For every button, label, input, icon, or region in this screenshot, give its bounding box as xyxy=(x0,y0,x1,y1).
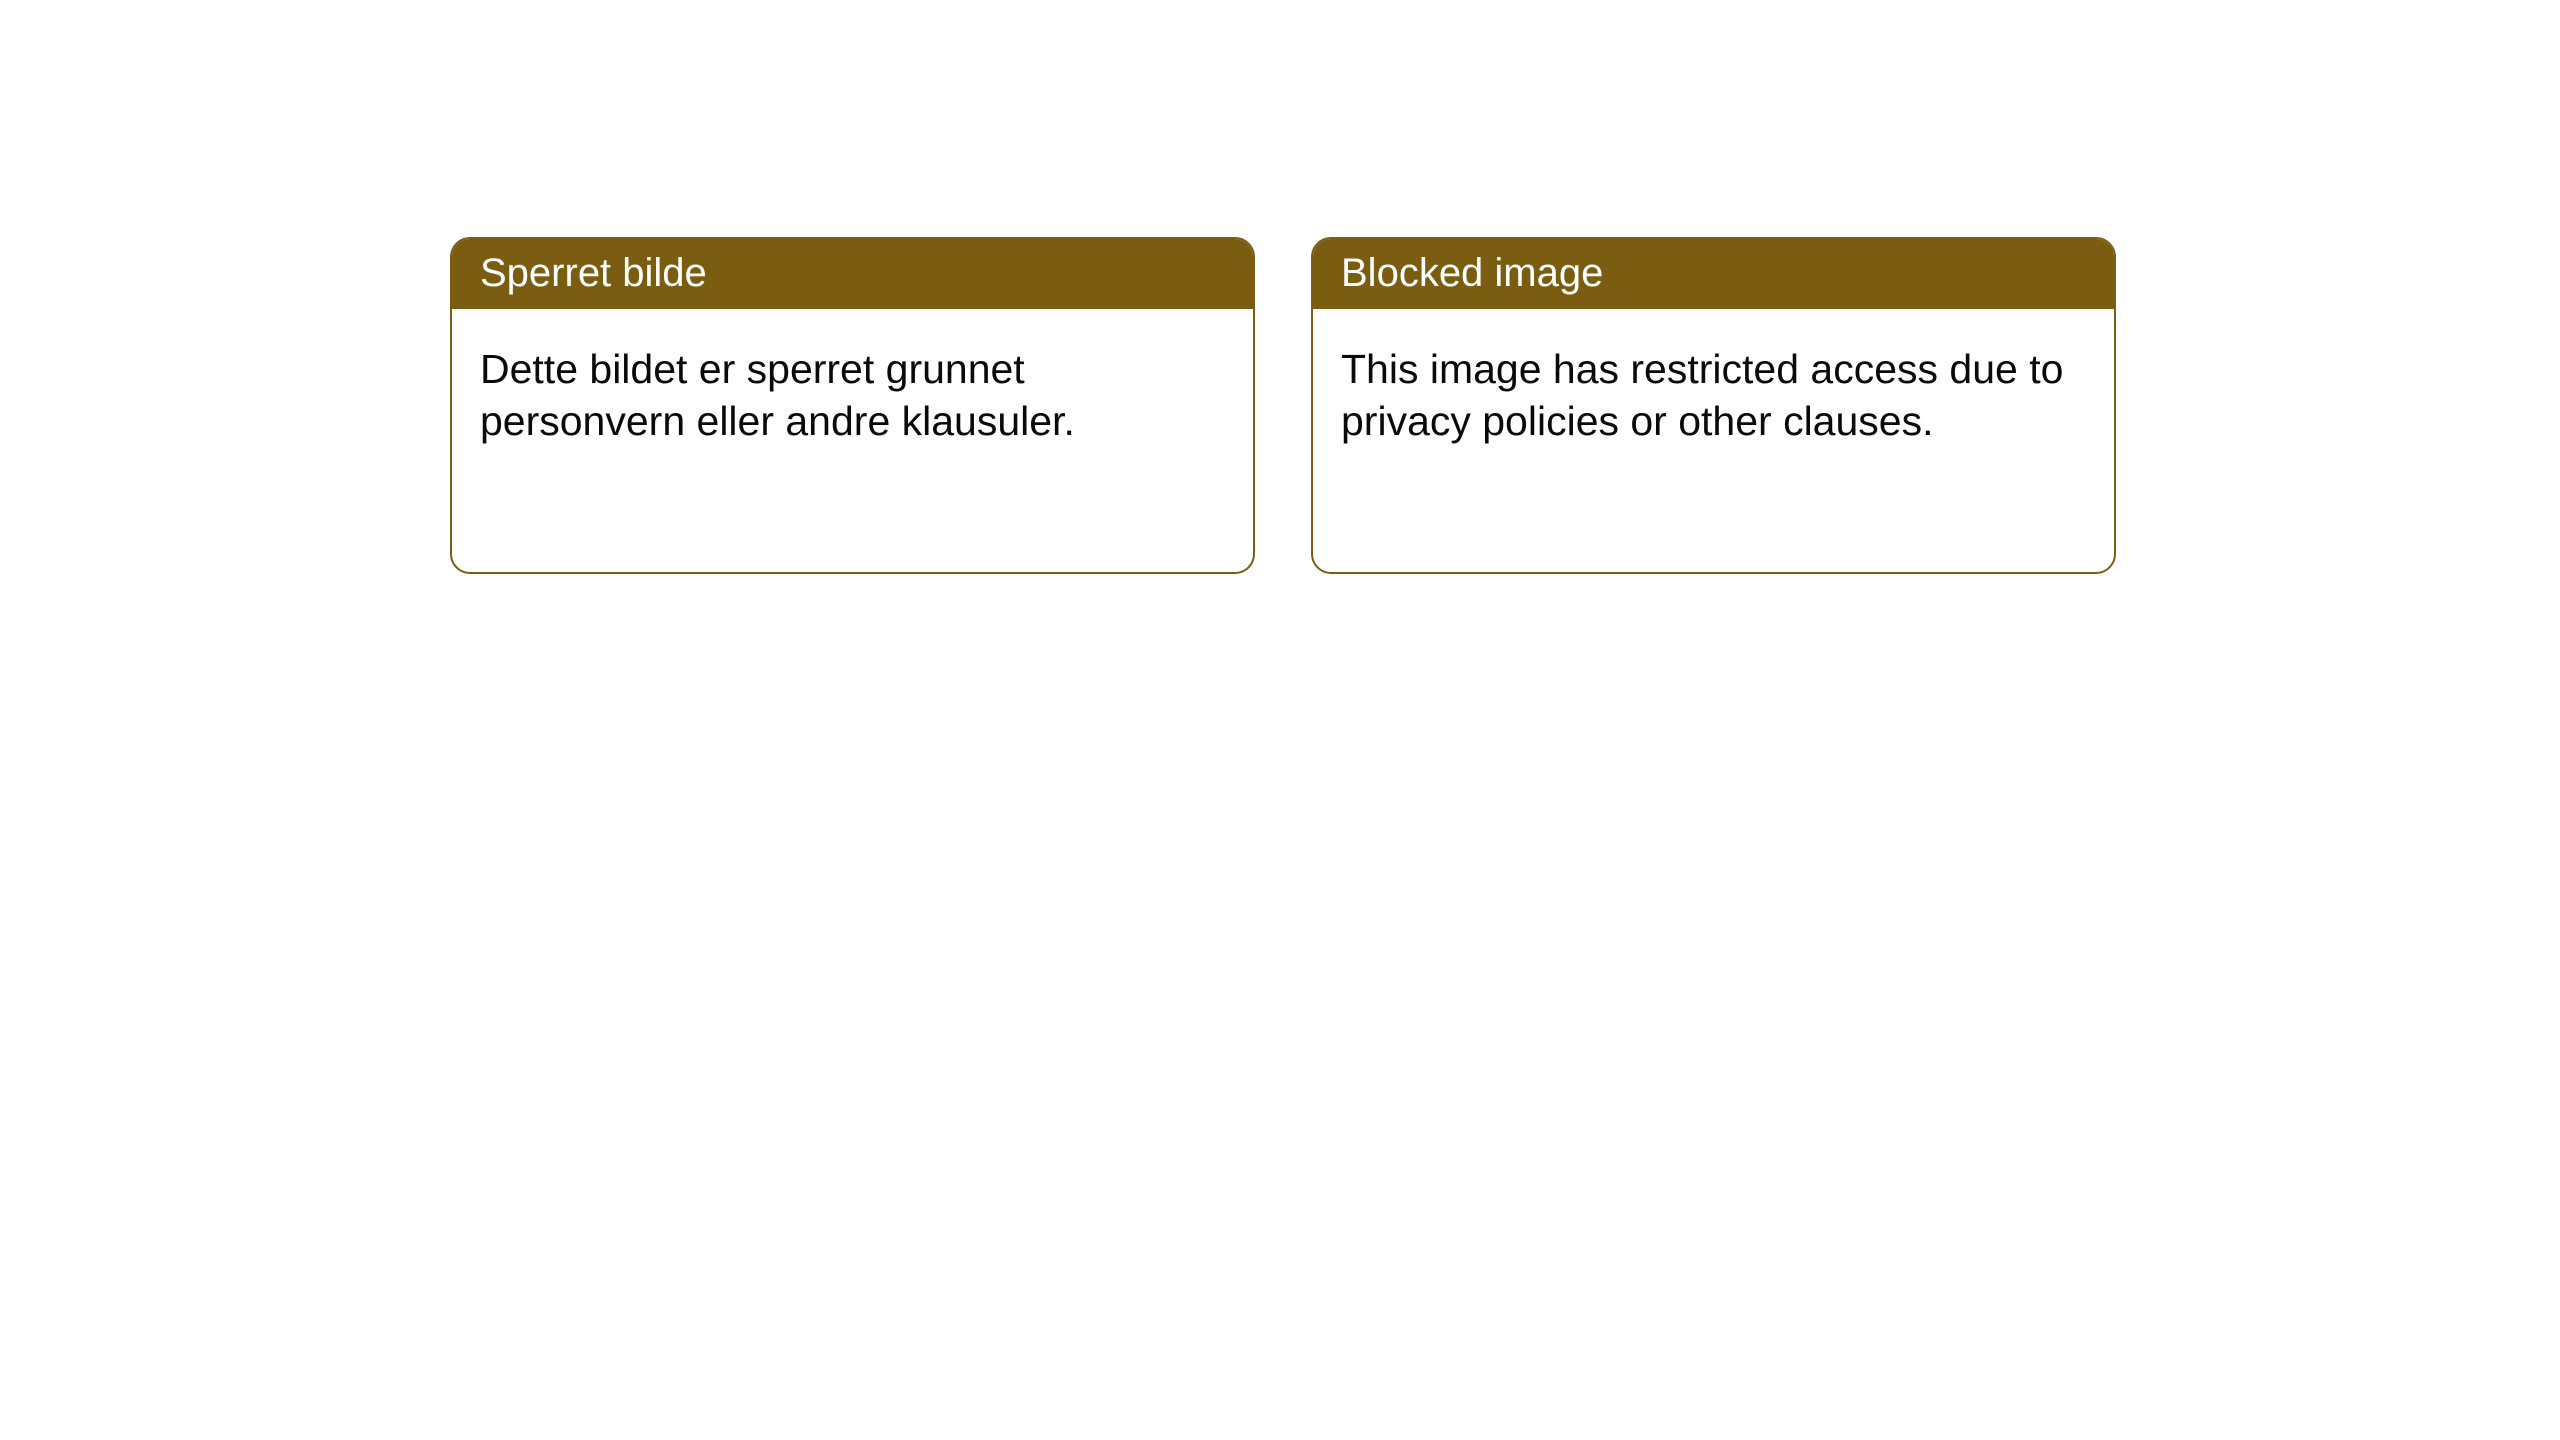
notice-title: Sperret bilde xyxy=(480,251,707,295)
notice-card-body: Dette bildet er sperret grunnet personve… xyxy=(452,309,1253,481)
notice-card-body: This image has restricted access due to … xyxy=(1313,309,2114,481)
notice-title: Blocked image xyxy=(1341,251,1603,295)
notice-body-text: This image has restricted access due to … xyxy=(1341,346,2063,444)
notice-body-text: Dette bildet er sperret grunnet personve… xyxy=(480,346,1075,444)
notice-card-header: Blocked image xyxy=(1313,239,2114,309)
notice-card-norwegian: Sperret bilde Dette bildet er sperret gr… xyxy=(450,237,1255,574)
notice-card-header: Sperret bilde xyxy=(452,239,1253,309)
notice-cards-container: Sperret bilde Dette bildet er sperret gr… xyxy=(0,0,2560,574)
notice-card-english: Blocked image This image has restricted … xyxy=(1311,237,2116,574)
